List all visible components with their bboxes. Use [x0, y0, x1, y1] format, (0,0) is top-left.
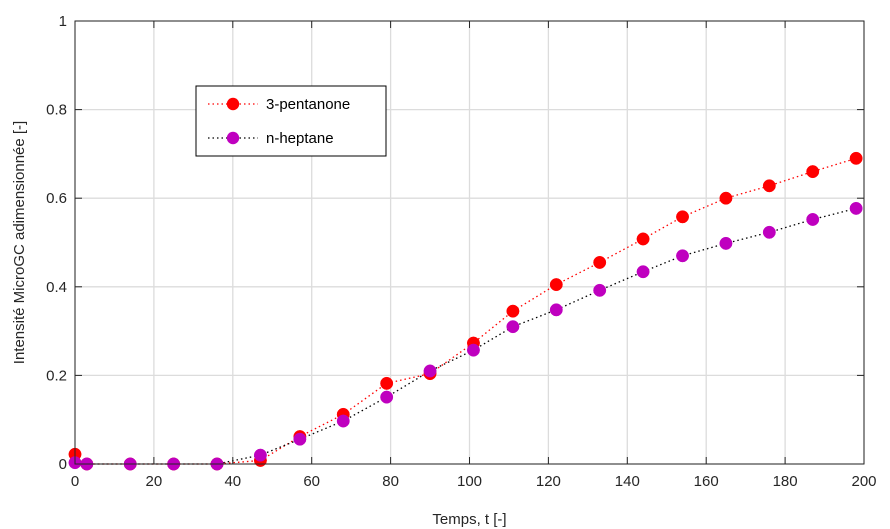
data-point-n-heptane: [549, 303, 563, 317]
x-tick-label: 40: [224, 473, 241, 490]
data-point-3-pentanone: [849, 151, 863, 165]
data-point-n-heptane: [506, 320, 520, 334]
data-point-n-heptane: [466, 343, 480, 357]
x-tick-label: 20: [146, 473, 163, 490]
ticks: [74, 20, 865, 465]
x-tick-label: 120: [536, 473, 561, 490]
legend-label-n-heptane: n-heptane: [266, 130, 334, 147]
data-point-n-heptane: [336, 414, 350, 428]
x-tick-label: 60: [303, 473, 320, 490]
y-tick-label: 0.6: [46, 190, 67, 207]
data-point-3-pentanone: [806, 165, 820, 179]
legend: 3-pentanone n-heptane: [195, 85, 387, 157]
tick-labels: 0 20 40 60 80 100 120 140 160 180 200 0 0.2 0.4 0.6 0.8…: [46, 13, 876, 490]
data-point-n-heptane: [380, 390, 394, 404]
x-tick-label: 100: [457, 473, 482, 490]
legend-item-3-pentanone: 3-pentanone: [208, 96, 350, 113]
x-tick-label: 0: [71, 473, 79, 490]
y-tick-label: 0: [59, 456, 67, 473]
x-axis-label: Temps, t [-]: [432, 511, 506, 528]
data-point-n-heptane: [849, 201, 863, 215]
x-tick-label: 80: [382, 473, 399, 490]
data-point-3-pentanone: [762, 179, 776, 193]
x-tick-label: 140: [615, 473, 640, 490]
data-point-n-heptane: [636, 265, 650, 279]
x-tick-label: 160: [694, 473, 719, 490]
legend-item-n-heptane: n-heptane: [208, 130, 334, 147]
x-tick-label: 200: [851, 473, 876, 490]
legend-marker-3-pentanone: [226, 97, 240, 111]
data-point-n-heptane: [423, 364, 437, 378]
data-point-3-pentanone: [549, 278, 563, 292]
data-point-n-heptane: [762, 225, 776, 239]
x-tick-label: 180: [773, 473, 798, 490]
data-point-n-heptane: [719, 236, 733, 250]
data-point-n-heptane: [806, 213, 820, 226]
y-tick-label: 0.4: [46, 279, 67, 296]
data-point-3-pentanone: [380, 376, 394, 390]
y-tick-label: 0.2: [46, 367, 67, 384]
y-tick-label: 1: [59, 13, 67, 30]
data-point-n-heptane: [676, 249, 689, 263]
y-tick-label: 0.8: [46, 102, 67, 119]
data-point-3-pentanone: [506, 304, 520, 318]
data-point-3-pentanone: [636, 232, 650, 246]
data-point-n-heptane: [253, 448, 267, 462]
legend-box: [195, 85, 387, 157]
legend-marker-n-heptane: [226, 131, 240, 145]
legend-label-3-pentanone: 3-pentanone: [266, 96, 350, 113]
data-point-n-heptane: [593, 283, 607, 297]
data-point-3-pentanone: [593, 255, 607, 269]
data-point-n-heptane: [293, 432, 307, 446]
data-point-3-pentanone: [719, 191, 733, 205]
data-point-3-pentanone: [676, 210, 689, 224]
y-axis-label: Intensité MicroGC adimensionnée [-]: [11, 121, 28, 364]
